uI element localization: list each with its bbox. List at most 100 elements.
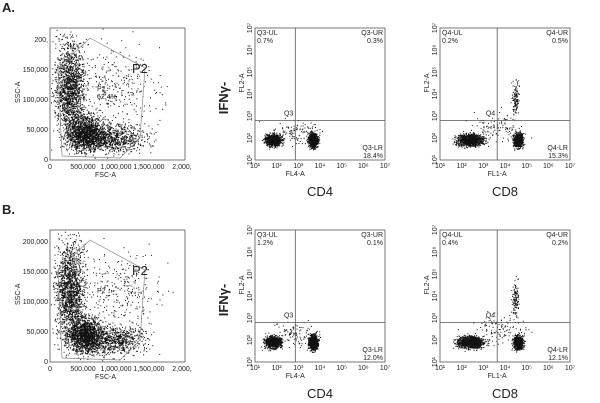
quadrant-value: 0.4% — [442, 240, 458, 247]
quadrant-value: 0.7% — [257, 38, 273, 45]
x-tick-label: 1,000,000 — [100, 366, 131, 373]
quadrant-name: Q3-UR — [361, 30, 383, 37]
y-tick-label: 10³ — [432, 110, 439, 121]
y-tick-label: 10² — [432, 132, 439, 143]
events — [452, 79, 533, 151]
quadrant-center: Q3 — [284, 110, 293, 117]
x-tick-label: 10¹ — [250, 163, 261, 170]
quadrant-value: 12.1% — [548, 355, 568, 362]
quadrant-value: 0.1% — [367, 240, 383, 247]
y-marker-label: IFNγ- — [216, 82, 231, 115]
events — [259, 117, 324, 151]
x-tick-label: 10⁷ — [565, 365, 576, 372]
x-tick-label: 500,000 — [70, 366, 95, 373]
x-tick-label: 10⁶ — [543, 163, 554, 170]
quadrant-value: 0.2% — [552, 240, 568, 247]
y-axis-label: FL2-A — [424, 73, 431, 92]
quadrant-value: 18.4% — [363, 153, 383, 160]
y-axis-label: FL2-A — [239, 73, 246, 92]
y-tick-label: 0 — [44, 359, 48, 366]
x-axis-label: FL1-A — [488, 373, 507, 380]
x-tick-label: 1,500,000 — [133, 164, 164, 171]
y-tick-label: 10³ — [247, 312, 254, 323]
x-tick-label: 500,000 — [70, 164, 95, 171]
events — [260, 320, 321, 353]
y-tick-label: 10¹ — [247, 356, 254, 367]
plot-frame — [49, 27, 186, 161]
plot-frame — [49, 229, 186, 363]
x-tick-label: 10⁶ — [358, 163, 369, 170]
quadrant-center: Q4 — [486, 110, 495, 117]
panel-label: A. — [2, 0, 15, 15]
x-tick-label: 10⁶ — [543, 365, 554, 372]
gate-name: P2 — [132, 263, 148, 278]
x-tick-label: 10⁶ — [358, 365, 369, 372]
y-tick-label: 10⁵ — [247, 269, 254, 280]
y-tick-label: 10⁷ — [247, 224, 254, 235]
y-tick-label: 10⁴ — [247, 89, 254, 100]
x-tick-label: 10⁷ — [565, 163, 576, 170]
x-axis-label: FL4-A — [286, 373, 305, 380]
x-tick-label: 10⁷ — [380, 163, 391, 170]
y-marker-label: IFNγ- — [216, 284, 231, 317]
quadrant-name: Q4-UL — [442, 30, 463, 37]
y-tick-label: 10³ — [247, 110, 254, 121]
x-tick-label: 10⁴ — [315, 365, 326, 372]
gate — [57, 239, 146, 361]
quadrant-value: 1.2% — [257, 240, 273, 247]
y-tick-label: 10⁶ — [432, 45, 439, 56]
y-tick-label: 10⁴ — [432, 291, 439, 302]
marker-label: CD8 — [492, 184, 518, 199]
x-tick-label: 10³ — [293, 163, 304, 170]
x-tick-label: 10⁴ — [500, 163, 511, 170]
x-tick-label: 10³ — [478, 365, 489, 372]
y-tick-label: 10¹ — [247, 154, 254, 165]
x-tick-label: 10⁵ — [336, 365, 347, 372]
x-tick-label: 10² — [272, 163, 283, 170]
marker-label: CD4 — [307, 386, 333, 401]
y-tick-label: 200, — [34, 37, 48, 44]
x-tick-label: 10⁴ — [315, 163, 326, 170]
x-axis-label: FSC-A — [95, 172, 116, 179]
quadrant-name: Q3-UL — [257, 232, 278, 239]
y-tick-label: 100,000 — [23, 97, 48, 104]
quadrant-value: 0.2% — [442, 38, 458, 45]
quadrant-value: 12.0% — [363, 355, 383, 362]
x-tick-label: 1,000,000 — [100, 164, 131, 171]
x-tick-label: 10² — [457, 163, 468, 170]
y-tick-label: 10⁶ — [247, 247, 254, 258]
y-tick-label: 100,000 — [23, 299, 48, 306]
quadrant-center: Q4 — [486, 312, 495, 319]
y-tick-label: 10³ — [432, 312, 439, 323]
plot-frame — [439, 27, 571, 161]
y-tick-label: 10⁵ — [247, 67, 254, 78]
panel-label: B. — [2, 202, 15, 217]
y-tick-label: 10⁷ — [432, 224, 439, 235]
y-axis-label: FL2-A — [239, 275, 246, 294]
quadrant-name: Q3-LR — [362, 347, 383, 354]
events — [50, 231, 174, 362]
quadrant-name: Q3-UL — [257, 30, 278, 37]
y-axis-label: SSC-A — [15, 81, 22, 103]
gate-label: P2 — [97, 288, 106, 295]
x-tick-label: 10⁵ — [336, 163, 347, 170]
gate-pct: 62.4% — [97, 94, 117, 101]
y-tick-label: 10⁴ — [432, 89, 439, 100]
x-axis-label: FL1-A — [488, 171, 507, 178]
quadrant-name: Q3-LR — [362, 145, 383, 152]
plot-frame — [439, 229, 571, 363]
x-tick-label: 10³ — [293, 365, 304, 372]
x-tick-label: 2,000, — [172, 366, 192, 373]
y-tick-label: 10⁶ — [432, 247, 439, 258]
y-tick-label: 10⁴ — [247, 291, 254, 302]
y-tick-label: 10⁶ — [247, 45, 254, 56]
x-tick-label: 10⁴ — [500, 365, 511, 372]
y-axis-label: SSC-A — [15, 283, 22, 305]
y-tick-label: 10² — [432, 334, 439, 345]
gate-name: P2 — [132, 61, 148, 76]
y-tick-label: 10¹ — [432, 356, 439, 367]
quadrant-name: Q4-UR — [546, 232, 568, 239]
y-tick-label: 150,000 — [23, 67, 48, 74]
y-tick-label: 10¹ — [432, 154, 439, 165]
x-tick-label: 10² — [457, 365, 468, 372]
